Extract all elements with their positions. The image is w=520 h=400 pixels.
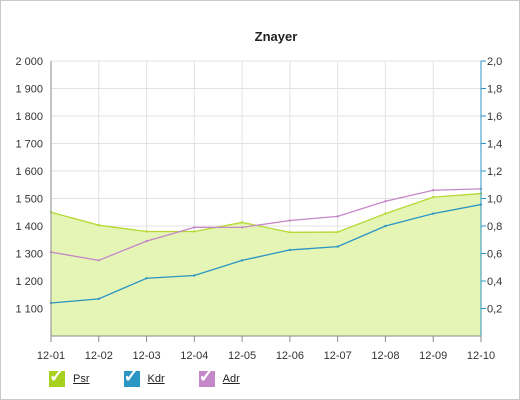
y-right-tick-label: 1,0: [487, 194, 502, 206]
data-point: [240, 226, 244, 229]
data-point: [384, 224, 387, 228]
y-left-tick-label: 1 900: [15, 84, 43, 96]
y-left-tick-label: 1 400: [15, 221, 43, 233]
legend: ✓ Psr ✓ Kdr ✓ Adr: [49, 366, 240, 387]
y-right-tick-label: 1,8: [487, 84, 502, 96]
x-tick-label: 12-10: [467, 350, 495, 362]
data-point: [97, 223, 100, 227]
y-right-tick-label: 0,6: [487, 249, 502, 261]
data-point: [97, 259, 100, 262]
data-point: [336, 230, 339, 234]
legend-item-adr[interactable]: ✓ Adr: [198, 366, 240, 387]
data-point: [288, 248, 292, 252]
y-right-tick-label: 1,2: [487, 166, 502, 178]
data-point: [336, 215, 339, 218]
data-point: [432, 189, 435, 192]
data-point: [288, 231, 292, 234]
x-tick-label: 12-04: [180, 350, 208, 362]
series-line-psr: [50, 192, 482, 233]
data-point: [145, 230, 148, 233]
y-left-tick-label: 1 700: [15, 139, 43, 151]
data-point: [384, 212, 387, 215]
data-point: [384, 200, 387, 203]
data-point: [240, 259, 244, 262]
y-left-tick-label: 1 600: [15, 166, 43, 178]
x-tick-label: 12-01: [37, 350, 65, 362]
x-tick-label: 12-05: [228, 350, 256, 362]
y-left-tick-label: 1 100: [15, 304, 43, 316]
checkbox-icon[interactable]: ✓: [198, 366, 215, 387]
data-point: [240, 221, 244, 224]
legend-label: Kdr: [147, 373, 165, 385]
data-point: [145, 239, 148, 243]
x-tick-label: 12-07: [324, 350, 352, 362]
x-tick-label: 12-08: [371, 350, 399, 362]
data-point: [288, 219, 292, 222]
y-right-tick-label: 0,8: [487, 221, 502, 233]
x-tick-label: 12-03: [132, 350, 160, 362]
y-left-tick-label: 1 500: [15, 194, 43, 206]
y-right-tick-label: 1,6: [487, 111, 502, 123]
y-right-tick-label: 0,2: [487, 304, 502, 316]
series-line-kdr: [50, 203, 482, 304]
y-right-tick-label: 1,4: [487, 139, 502, 151]
legend-item-psr[interactable]: ✓ Psr: [49, 366, 90, 387]
x-tick-label: 12-06: [276, 350, 304, 362]
y-left-tick-label: 2 000: [15, 56, 43, 68]
y-left-tick-label: 1 300: [15, 249, 43, 261]
legend-item-kdr[interactable]: ✓ Kdr: [123, 366, 165, 387]
data-point: [97, 297, 100, 301]
data-point: [336, 245, 339, 248]
data-point: [432, 195, 435, 199]
data-point: [145, 277, 148, 280]
legend-label: Psr: [73, 373, 90, 385]
y-right-tick-label: 0,4: [487, 276, 502, 288]
legend-label: Adr: [222, 373, 240, 385]
series-area-psr: [51, 193, 481, 336]
chart-title: Znayer: [255, 29, 298, 44]
y-right-tick-label: 2,0: [487, 56, 502, 68]
checkbox-icon[interactable]: ✓: [123, 366, 140, 387]
data-point: [193, 274, 196, 277]
x-tick-label: 12-09: [419, 350, 447, 362]
data-point: [432, 212, 435, 215]
y-left-tick-label: 1 800: [15, 111, 43, 123]
data-point: [193, 226, 196, 229]
data-point: [193, 230, 196, 233]
checkbox-icon[interactable]: ✓: [49, 366, 65, 387]
y-left-tick-label: 1 200: [15, 276, 43, 288]
series-line-adr: [50, 188, 482, 262]
x-tick-label: 12-02: [85, 350, 113, 362]
